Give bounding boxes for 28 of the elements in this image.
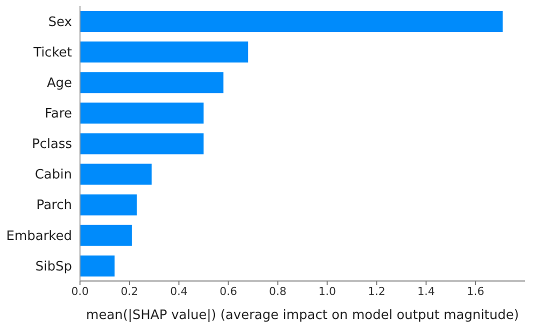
bar: [80, 224, 132, 246]
bar: [80, 42, 248, 63]
y-tick-label: Embarked: [6, 228, 72, 244]
x-tick-label: 1.2: [368, 284, 386, 298]
bar: [80, 11, 503, 32]
x-tick-label: 0.2: [120, 284, 138, 298]
bar: [80, 164, 152, 185]
bar: [80, 102, 204, 124]
y-tick-label: Cabin: [34, 168, 72, 183]
x-tick-label: 0.4: [170, 284, 188, 298]
x-tick-label: 0.0: [71, 284, 89, 298]
bar: [80, 72, 224, 94]
y-tick-label: Pclass: [32, 137, 72, 152]
x-axis-title: mean(|SHAP value|) (average impact on model output magnitude): [86, 308, 519, 323]
y-tick-label: Fare: [44, 106, 72, 122]
y-tick-label: SibSp: [35, 259, 72, 274]
bar: [80, 133, 204, 154]
x-tick-label: 1.4: [417, 284, 435, 298]
x-tick-label: 0.6: [220, 284, 238, 298]
y-tick-label: Age: [46, 76, 72, 92]
x-tick-label: 1.0: [318, 284, 336, 298]
y-tick-label: Sex: [48, 14, 72, 30]
bar: [80, 194, 137, 216]
y-tick-label: Parch: [36, 198, 72, 214]
y-tick-label: Ticket: [32, 45, 72, 60]
x-tick-label: 1.6: [466, 284, 484, 298]
x-tick-label: 0.8: [269, 284, 287, 298]
bar: [80, 255, 115, 276]
